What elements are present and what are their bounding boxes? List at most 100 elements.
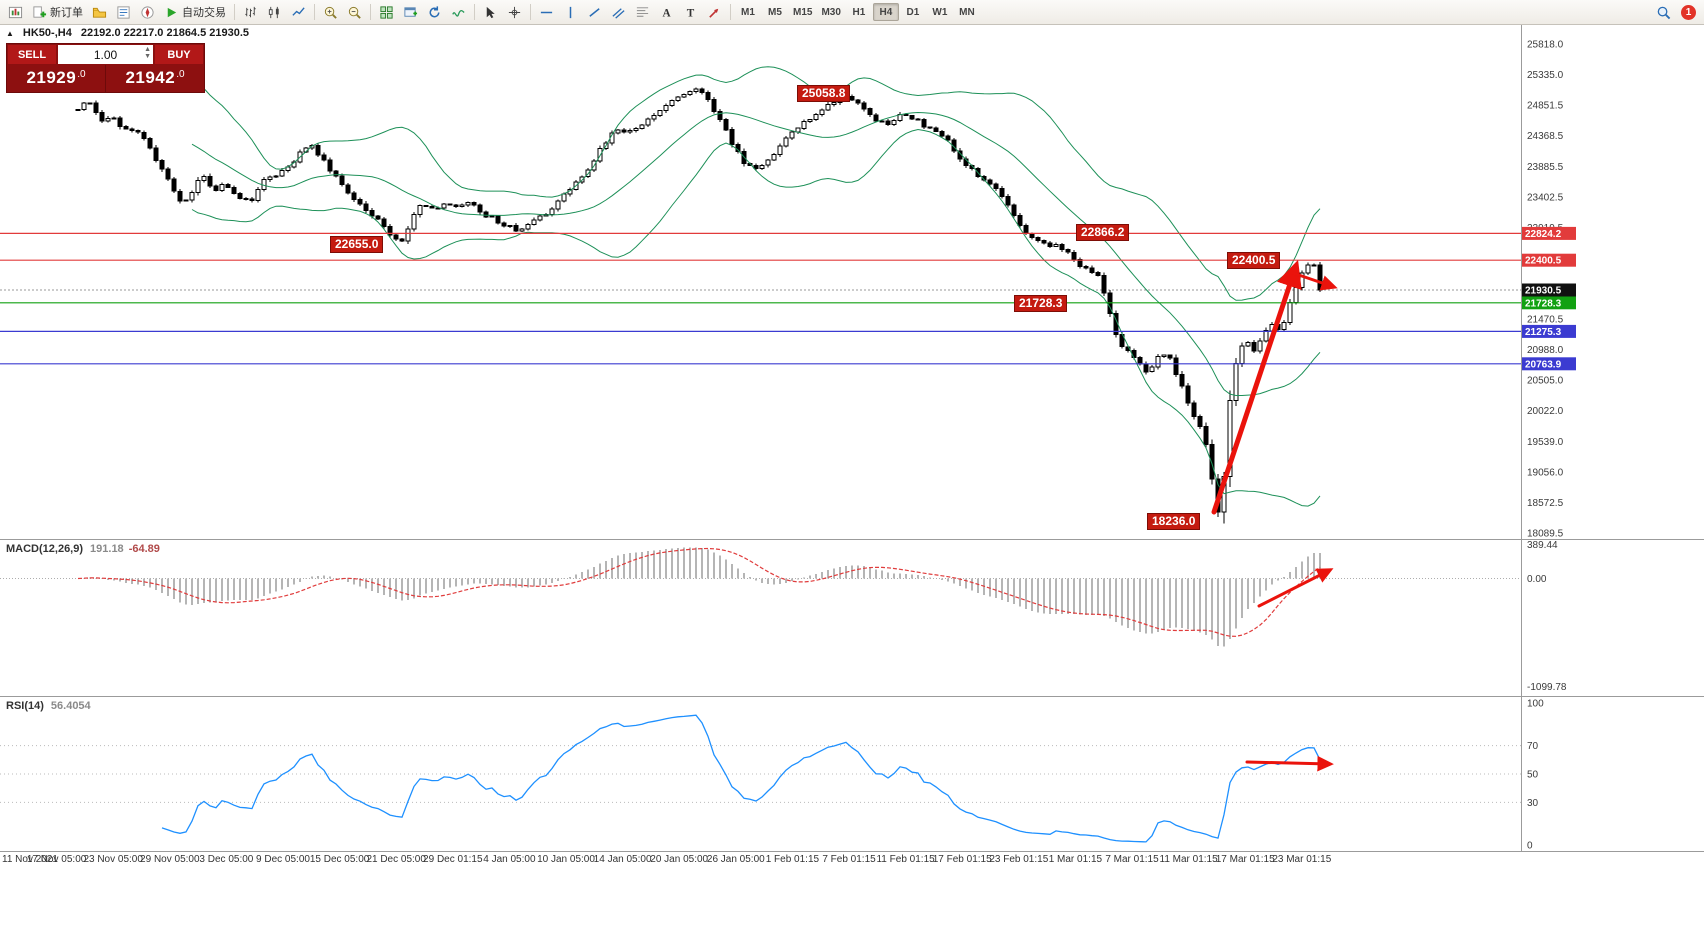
new-order-button[interactable]: 新订单 [28,2,87,22]
notification-badge[interactable]: 1 [1681,4,1696,20]
indicators-button[interactable] [447,2,470,22]
refresh-button[interactable] [423,2,446,22]
svg-text:-1099.78: -1099.78 [1527,682,1567,693]
time-axis-label: 11 Feb 01:15 [876,854,935,865]
timeframe-M15[interactable]: M15 [789,3,816,21]
profiles-button[interactable] [88,2,111,22]
search-button[interactable] [1652,2,1675,22]
svg-text:20763.9: 20763.9 [1525,359,1562,370]
svg-text:25818.0: 25818.0 [1527,40,1564,51]
trend-arrow[interactable] [1257,568,1334,608]
axis-price-tag: 22824.2 [1522,226,1576,240]
navigator-button[interactable] [136,2,159,22]
new-window-icon [403,5,418,20]
svg-text:20505.0: 20505.0 [1527,376,1564,387]
timeframe-D1[interactable]: D1 [900,3,926,21]
spinner-up-icon[interactable]: ▲ [144,46,151,53]
volume-field[interactable]: 1.00 ▲ ▼ [57,44,154,65]
channel-icon [611,5,626,20]
collapse-panel-icon[interactable]: ▲ [6,28,14,38]
fibonacci-button[interactable] [631,2,654,22]
time-axis-label: 9 Dec 05:00 [256,854,310,865]
price-annotation[interactable]: 22866.2 [1076,224,1130,241]
timeframe-M1[interactable]: M1 [735,3,761,21]
toolbar-separator [474,4,475,20]
zoom-out-button[interactable] [343,2,366,22]
time-axis-label: 14 Jan 05:00 [593,854,652,865]
cursor-icon [483,5,498,20]
time-axis-label: 23 Feb 01:15 [989,854,1049,865]
time-axis-label: 26 Jan 05:00 [706,854,765,865]
auto-trading-button[interactable]: 自动交易 [160,2,230,22]
volume-spinner[interactable]: ▲ ▼ [144,46,151,60]
new-window-button[interactable] [399,2,422,22]
hline-button[interactable] [535,2,558,22]
svg-text:22400.5: 22400.5 [1525,256,1562,267]
ohlc-values: 22192.0 22217.0 21864.5 21930.5 [80,27,250,39]
time-axis[interactable]: 11 Nov 2021 17 Nov 05:00 23 Nov 05:00 29 No… [0,854,1704,872]
svg-text:25335.0: 25335.0 [1527,70,1564,81]
toolbar-right: 1 [1652,2,1700,22]
price-annotation[interactable]: 22655.0 [330,236,384,253]
time-axis-label: 17 Mar 01:15 [1215,854,1275,865]
new-chart-button[interactable] [4,2,27,22]
vline-button[interactable] [559,2,582,22]
rsi-name: RSI(14) [6,700,44,712]
spinner-down-icon[interactable]: ▼ [144,53,151,60]
price-annotation[interactable]: 25058.8 [797,85,851,102]
svg-text:20022.0: 20022.0 [1527,406,1564,417]
label-tool-button[interactable]: T [679,2,702,22]
crosshair-button[interactable] [503,2,526,22]
macd-indicator-label: MACD(12,26,9) 191.18 -64.89 [6,543,160,555]
sell-button[interactable]: SELL [7,44,57,65]
trend-arrow[interactable] [1288,270,1338,291]
time-axis-label: 23 Mar 01:15 [1272,854,1332,865]
hline-icon [539,5,554,20]
bollinger-upper-band [191,66,1321,301]
chart-line-button[interactable] [287,2,310,22]
zoom-in-button[interactable] [319,2,342,22]
channel-button[interactable] [607,2,630,22]
svg-text:30: 30 [1527,798,1539,809]
price-annotation[interactable]: 18236.0 [1147,513,1201,530]
cursor-button[interactable] [479,2,502,22]
time-axis-label: 17 Nov 05:00 [26,854,87,865]
tile-windows-button[interactable] [375,2,398,22]
svg-text:21470.5: 21470.5 [1527,315,1564,326]
text-tool-button[interactable]: A [655,2,678,22]
symbol-timeframe-label: HK50-,H4 [22,27,72,39]
time-axis-label: 29 Nov 05:00 [140,854,200,865]
timeframe-M30[interactable]: M30 [817,3,844,21]
chart-candles-button[interactable] [263,2,286,22]
trend-arrow[interactable] [1211,259,1302,515]
trendline-button[interactable] [583,2,606,22]
time-axis-label: 1 Mar 01:15 [1048,854,1103,865]
chart-bars-button[interactable] [239,2,262,22]
timeframe-H1[interactable]: H1 [846,3,872,21]
svg-text:A: A [662,7,671,19]
trend-arrow[interactable] [1245,755,1334,772]
macd-name: MACD(12,26,9) [6,543,84,555]
svg-text:19056.0: 19056.0 [1527,467,1564,478]
arrows-tool-button[interactable] [703,2,726,22]
market-watch-button[interactable] [112,2,135,22]
price-annotation[interactable]: 21728.3 [1014,295,1068,312]
buy-price[interactable]: 21942 .0 [105,65,204,92]
axis-price-tag: 22400.5 [1522,253,1576,267]
buy-button[interactable]: BUY [154,44,204,65]
candlestick-series [75,87,1323,524]
one-click-trading-panel: SELL 1.00 ▲ ▼ BUY 21929 .0 21942 .0 [6,43,205,93]
price-annotation[interactable]: 22400.5 [1227,252,1281,269]
tile-windows-icon [379,5,394,20]
timeframe-MN[interactable]: MN [954,3,980,21]
rsi-value: 56.4054 [50,700,91,712]
timeframe-W1[interactable]: W1 [927,3,953,21]
rsi-indicator-label: RSI(14) 56.4054 [6,700,91,712]
svg-text:50: 50 [1527,770,1539,781]
timeframe-M5[interactable]: M5 [762,3,788,21]
timeframe-H4[interactable]: H4 [872,3,899,21]
sell-price[interactable]: 21929 .0 [7,65,105,92]
svg-text:21275.3: 21275.3 [1525,327,1562,338]
